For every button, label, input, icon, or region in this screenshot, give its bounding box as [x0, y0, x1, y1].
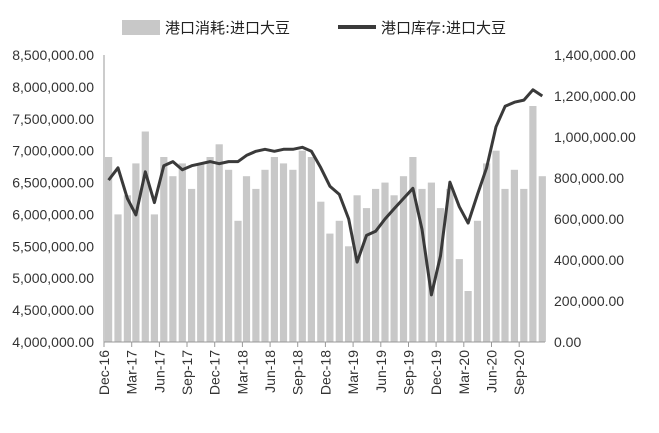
legend-bar-label: 港口消耗:进口大豆	[165, 19, 290, 37]
left-tick-label: 4,000,000.00	[12, 334, 94, 350]
left-tick-label: 6,000,000.00	[12, 206, 94, 222]
bar	[418, 188, 426, 342]
right-tick-label: 600,000.00	[554, 211, 624, 227]
bar	[381, 182, 389, 342]
bar	[492, 150, 500, 342]
bar	[141, 131, 149, 342]
bar	[150, 214, 158, 342]
line-series	[107, 88, 544, 297]
bar	[510, 169, 518, 342]
x-tick-label: Mar-20	[456, 350, 472, 395]
left-tick-label: 6,500,000.00	[12, 175, 94, 191]
bar	[538, 176, 546, 342]
right-tick-label: 1,000,000.00	[554, 129, 636, 145]
bar	[197, 163, 205, 342]
left-tick-label: 4,500,000.00	[12, 302, 94, 318]
bar	[436, 208, 445, 342]
bar	[188, 188, 196, 342]
bar	[335, 220, 343, 342]
right-tick-label: 0.00	[554, 334, 581, 350]
bar	[362, 208, 371, 342]
bar	[169, 176, 177, 342]
left-axis-ticks: 4,000,000.00 4,500,000.00 5,000,000.00 5,50…	[12, 47, 94, 350]
right-tick-label: 1,200,000.00	[554, 88, 636, 104]
bar	[399, 176, 408, 342]
bar	[529, 106, 537, 342]
bar	[353, 195, 361, 342]
bar	[317, 201, 325, 342]
x-tick-label: Jun-19	[373, 350, 389, 393]
x-tick-label: Mar-19	[345, 350, 361, 395]
x-tick-label: Sep-20	[511, 350, 527, 395]
legend: 港口消耗:进口大豆 港口库存:进口大豆	[122, 19, 506, 37]
bar	[105, 157, 113, 342]
x-tick-label: Mar-18	[234, 350, 250, 395]
x-tick-label: Dec-18	[317, 350, 333, 395]
bar	[114, 214, 122, 342]
bar	[326, 233, 334, 342]
bar	[455, 259, 463, 342]
x-tick-label: Jun-20	[484, 350, 500, 393]
bar	[132, 163, 140, 342]
bar	[225, 169, 233, 342]
left-tick-label: 5,000,000.00	[12, 270, 94, 286]
bar-series	[105, 106, 546, 342]
legend-line-label: 港口库存:进口大豆	[381, 19, 506, 37]
x-tick-label: Dec-16	[96, 350, 112, 395]
bar	[409, 157, 417, 342]
x-tick-label: Jun-17	[151, 350, 167, 393]
bar	[234, 220, 242, 342]
left-tick-label: 8,500,000.00	[12, 47, 94, 63]
bar	[473, 220, 482, 342]
bar	[242, 176, 251, 342]
x-tick-label: Jun-18	[262, 350, 278, 393]
bar	[215, 144, 223, 342]
legend-bar-swatch	[122, 20, 160, 35]
right-tick-label: 1,400,000.00	[554, 47, 636, 63]
left-tick-label: 8,000,000.00	[12, 79, 94, 95]
left-tick-label: 7,000,000.00	[12, 143, 94, 159]
bar	[390, 195, 398, 342]
bar	[298, 150, 306, 342]
bar	[289, 169, 297, 342]
bar	[464, 291, 472, 342]
bar	[520, 188, 528, 342]
bar	[178, 163, 186, 342]
bar	[261, 169, 269, 342]
right-tick-label: 200,000.00	[554, 293, 624, 309]
x-tick-label: Sep-19	[401, 350, 417, 395]
bar	[123, 195, 131, 342]
bar	[483, 163, 491, 342]
bar	[270, 157, 278, 342]
left-tick-label: 5,500,000.00	[12, 238, 94, 254]
bar	[446, 188, 454, 342]
left-tick-label: 7,500,000.00	[12, 111, 94, 127]
bar	[307, 157, 315, 342]
x-axis-ticks: Dec-16 Mar-17 Jun-17 Sep-17 Dec-17 Mar-18 Jun-…	[96, 342, 527, 395]
bar	[345, 246, 353, 342]
x-tick-label: Sep-17	[179, 350, 195, 395]
bar	[160, 157, 168, 342]
x-tick-label: Dec-19	[428, 350, 444, 395]
x-tick-label: Sep-18	[290, 350, 306, 395]
bar	[252, 188, 260, 342]
x-tick-label: Dec-17	[207, 350, 223, 395]
x-tick-label: Mar-17	[124, 350, 140, 395]
right-axis-ticks: 0.00 200,000.00 400,000.00 600,000.00 800,00…	[554, 47, 636, 350]
right-tick-label: 400,000.00	[554, 252, 624, 268]
right-tick-label: 800,000.00	[554, 170, 624, 186]
bar	[501, 188, 509, 342]
bar	[206, 157, 214, 342]
bar	[279, 163, 288, 342]
bar	[427, 182, 435, 342]
bar	[372, 188, 380, 342]
